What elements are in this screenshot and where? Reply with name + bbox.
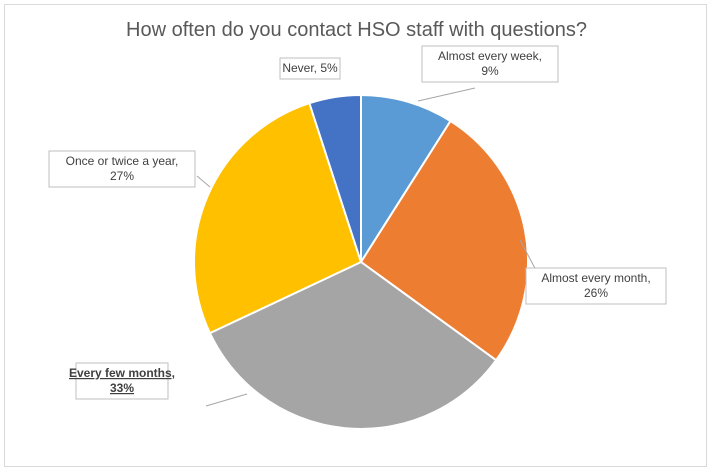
pie-slice-almost-every-week bbox=[360, 93, 452, 266]
data-label-box-every-few-months bbox=[75, 362, 169, 400]
pie-slice-once-or-twice-a-year bbox=[193, 101, 363, 335]
data-label-almost-every-month-line-0: Almost every month, bbox=[541, 271, 650, 285]
leader-line-once-or-twice-a-year bbox=[196, 175, 211, 188]
data-label-almost-every-week-line-1: 9% bbox=[481, 64, 499, 78]
data-label-almost-every-month-line-1: 26% bbox=[584, 286, 608, 300]
data-label-every-few-months-line-1: 33% bbox=[110, 381, 134, 395]
data-label-box-almost-every-week bbox=[421, 45, 559, 83]
leader-line-almost-every-month bbox=[519, 239, 538, 273]
data-label-box-never-5 bbox=[279, 57, 341, 80]
chart-title: How often do you contact HSO staff with … bbox=[126, 19, 587, 41]
leader-line-every-few-months bbox=[205, 393, 248, 407]
data-label-every-few-months-line-0: Every few months, bbox=[69, 366, 175, 380]
data-label-once-or-twice-a-year-line-0: Once or twice a year, bbox=[66, 154, 179, 168]
pie-slice-never-5 bbox=[308, 93, 362, 263]
pie-slice-every-few-months bbox=[208, 260, 498, 430]
data-label-almost-every-week-line-0: Almost every week, bbox=[438, 49, 542, 63]
data-label-never-5-line-0: Never, 5% bbox=[282, 61, 338, 75]
leader-line-almost-every-week bbox=[417, 87, 476, 102]
pie-slice-almost-every-month bbox=[359, 119, 529, 362]
data-label-once-or-twice-a-year-line-1: 27% bbox=[110, 169, 134, 183]
data-label-box-almost-every-month bbox=[525, 267, 667, 305]
data-label-box-once-or-twice-a-year bbox=[48, 150, 196, 188]
